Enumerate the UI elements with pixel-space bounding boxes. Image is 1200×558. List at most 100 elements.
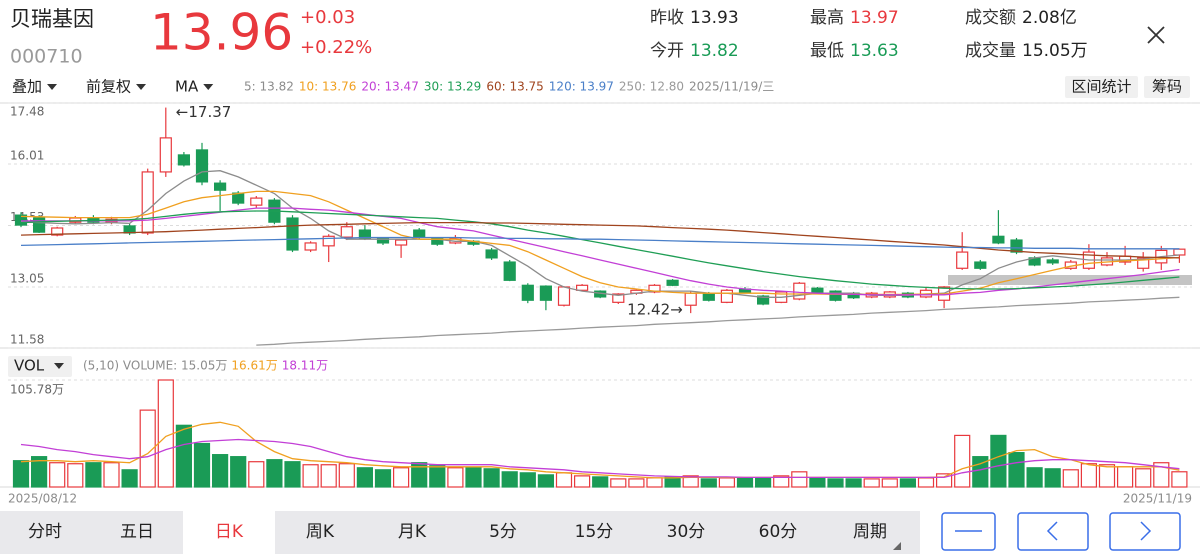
volume-bar xyxy=(320,464,337,488)
candle-body xyxy=(811,287,824,293)
vol-menu[interactable]: VOL xyxy=(14,357,45,375)
candle-body xyxy=(1137,257,1150,269)
tab[interactable]: 30分 xyxy=(667,522,706,542)
dropdown-corner xyxy=(893,542,901,550)
nav-buttons xyxy=(941,512,1181,551)
candle-body xyxy=(14,214,28,226)
volume-bar xyxy=(374,469,392,488)
volume-bar xyxy=(248,461,265,488)
candle-body xyxy=(159,137,172,173)
candle-body xyxy=(539,285,553,301)
tab[interactable]: 日K xyxy=(215,522,244,542)
ma-line xyxy=(20,210,1180,290)
volume-bar xyxy=(682,475,699,488)
volume-bar xyxy=(447,467,464,488)
candle-body xyxy=(1173,248,1186,256)
volume-bar xyxy=(537,474,555,488)
ma-line xyxy=(20,221,1180,259)
volume-bar xyxy=(899,478,917,488)
legend-entry: 10: 13.76 xyxy=(299,80,356,94)
volume-bar xyxy=(628,478,645,488)
tab[interactable]: 60分 xyxy=(759,522,798,542)
tab[interactable]: 五日 xyxy=(120,522,154,542)
tool-button[interactable]: 区间统计 xyxy=(1071,78,1131,96)
candle-body xyxy=(992,235,1005,244)
ma-line xyxy=(20,421,1180,479)
tool-button-bg xyxy=(1144,76,1190,98)
tab[interactable]: 15分 xyxy=(575,522,614,542)
prev-button[interactable] xyxy=(1017,512,1089,551)
candle-body xyxy=(829,290,842,301)
volume-bar xyxy=(1116,466,1134,488)
volume-bar xyxy=(103,462,120,488)
annotation: ←17.37 xyxy=(176,103,232,121)
candle-body xyxy=(666,279,679,286)
candle-body xyxy=(974,261,987,269)
legend-entry: 16.61万 xyxy=(231,359,277,373)
volume-bar xyxy=(1008,452,1025,488)
candle-body xyxy=(214,182,227,191)
candle-body xyxy=(195,149,209,183)
candle-body xyxy=(503,261,516,281)
change-pct: +0.22% xyxy=(300,37,372,58)
stat-label: 今开 xyxy=(650,41,684,61)
volume-bar xyxy=(809,477,826,488)
dropdown-arrow xyxy=(203,84,214,90)
menu[interactable]: 叠加 xyxy=(12,78,42,96)
volume-bar xyxy=(121,469,138,488)
stat-value: 15.05万 xyxy=(1022,41,1088,61)
volume-bar xyxy=(356,467,373,488)
volume-bar xyxy=(519,472,536,488)
stat-label: 成交额 xyxy=(965,8,1016,28)
volume-bar xyxy=(175,424,192,488)
volume-bar xyxy=(67,463,84,488)
volume-bar xyxy=(230,456,247,488)
volume-bar xyxy=(338,463,355,488)
candle-body xyxy=(177,154,190,166)
y-tick-label: 11.58 xyxy=(10,333,44,347)
stat-label: 最高 xyxy=(810,8,844,28)
candle-body xyxy=(956,251,969,269)
date-label: 2025/11/19/三 xyxy=(689,80,774,94)
menu[interactable]: MA xyxy=(175,78,199,96)
tab-bar xyxy=(0,511,920,554)
volume-bar xyxy=(827,478,844,488)
tool-button[interactable]: 筹码 xyxy=(1152,78,1182,96)
y-tick-label: 105.78万 xyxy=(10,383,64,397)
close-button[interactable] xyxy=(1147,26,1165,44)
volume-bar xyxy=(465,467,482,488)
tab[interactable]: 月K xyxy=(398,522,427,542)
ma-line xyxy=(256,296,1180,346)
ma-line xyxy=(20,438,1180,479)
tab[interactable]: 周K xyxy=(306,522,335,542)
volume-bar xyxy=(610,478,627,488)
menu[interactable]: 前复权 xyxy=(86,78,131,96)
legend-entry: 30: 13.29 xyxy=(424,80,481,94)
volume-bar xyxy=(917,477,935,488)
ma-line xyxy=(20,170,1180,298)
zoom-out-button[interactable] xyxy=(941,512,996,551)
tab[interactable]: 周期 xyxy=(853,522,887,542)
candle-body xyxy=(521,284,534,301)
vol-toolbar-bg xyxy=(0,352,1200,380)
next-button[interactable] xyxy=(1109,512,1181,551)
volume-bar xyxy=(845,478,862,488)
candle-body xyxy=(720,289,734,303)
tab[interactable]: 分时 xyxy=(28,522,62,542)
legend-entry: 20: 13.47 xyxy=(361,80,418,94)
stock-name: 贝瑞基因 xyxy=(10,7,94,31)
volume-bar xyxy=(863,478,880,488)
volume-bar xyxy=(1026,467,1043,488)
change: +0.03 xyxy=(300,7,355,28)
volume-bar xyxy=(212,454,229,488)
dropdown-arrow xyxy=(136,84,147,90)
tab[interactable]: 5分 xyxy=(489,522,517,542)
y-tick-label: 17.48 xyxy=(10,105,44,119)
candle-body xyxy=(612,293,625,303)
volume-bar xyxy=(157,379,174,488)
volume-bar xyxy=(266,459,283,488)
volume-bar xyxy=(881,478,898,488)
vol-menu-bg[interactable] xyxy=(8,356,72,377)
candle-body xyxy=(395,239,408,246)
